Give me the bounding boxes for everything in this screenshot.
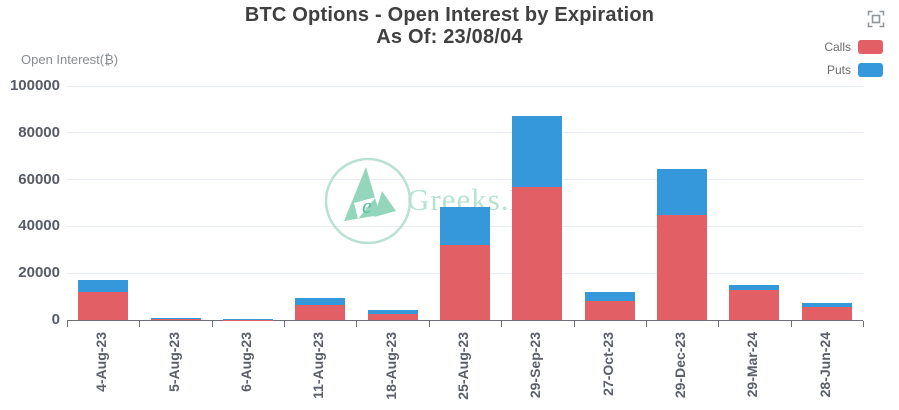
x-axis-tick <box>790 321 792 327</box>
x-tick-label: 29-Sep-23 <box>527 332 544 399</box>
x-axis-tick <box>863 321 864 327</box>
bar-puts-18-Aug-23[interactable] <box>367 310 418 315</box>
bar-puts-29-Sep-23[interactable] <box>512 116 563 187</box>
bar-puts-11-Aug-23[interactable] <box>295 298 346 305</box>
bar-calls-4-Aug-23[interactable] <box>78 291 129 320</box>
x-axis-tick <box>645 321 647 327</box>
x-tick-label: 18-Aug-23 <box>382 332 399 400</box>
x-axis-tick <box>573 321 575 327</box>
y-axis-title: Open Interest(₿) <box>21 52 119 67</box>
bar-calls-11-Aug-23[interactable] <box>295 304 346 320</box>
bar-puts-29-Mar-24[interactable] <box>729 285 780 291</box>
y-tick-label: 40000 <box>18 217 60 235</box>
gridline <box>67 85 863 87</box>
gridline <box>67 179 863 181</box>
x-tick-label: 29-Mar-24 <box>744 332 761 398</box>
x-tick-label: 27-Oct-23 <box>599 332 616 396</box>
bar-puts-25-Aug-23[interactable] <box>440 206 490 246</box>
x-axis-tick <box>428 321 430 327</box>
x-axis-tick <box>139 321 141 327</box>
x-axis-tick <box>211 321 213 327</box>
legend-item-calls[interactable]: Calls <box>824 40 883 54</box>
x-axis-tick <box>284 321 286 327</box>
x-tick-label: 4-Aug-23 <box>93 332 110 392</box>
bar-calls-25-Aug-23[interactable] <box>440 245 490 320</box>
bar-calls-27-Oct-23[interactable] <box>584 300 635 320</box>
bar-calls-29-Sep-23[interactable] <box>512 186 563 320</box>
bar-calls-29-Mar-24[interactable] <box>729 290 780 320</box>
x-axis-tick <box>356 321 358 327</box>
bar-puts-29-Dec-23[interactable] <box>657 169 708 215</box>
fullscreen-icon[interactable] <box>866 9 886 29</box>
legend-label: Puts <box>826 63 851 77</box>
x-tick-label: 28-Jun-24 <box>816 332 833 398</box>
y-tick-label: 60000 <box>18 170 60 188</box>
legend-swatch-icon <box>858 63 883 77</box>
x-tick-label: 25-Aug-23 <box>455 332 471 400</box>
x-tick-label: 5-Aug-23 <box>165 332 182 392</box>
bar-puts-28-Jun-24[interactable] <box>801 303 852 307</box>
legend: Calls Puts <box>824 40 883 77</box>
plot-area <box>67 85 863 321</box>
x-axis-labels: 4-Aug-23 5-Aug-23 6-Aug-23 11-Aug-23 18-Aug-… <box>67 327 863 409</box>
y-tick-label: 0 <box>51 311 60 328</box>
x-tick-label: 11-Aug-23 <box>310 332 327 399</box>
legend-swatch-icon <box>858 40 883 54</box>
y-tick-label: 20000 <box>18 264 60 282</box>
bar-puts-5-Aug-23[interactable] <box>150 318 201 320</box>
chart-title-line2: As Of: 23/08/04 <box>376 26 523 49</box>
legend-item-puts[interactable]: Puts <box>827 63 883 77</box>
bar-calls-28-Jun-24[interactable] <box>801 306 852 320</box>
x-axis-tick <box>67 321 68 327</box>
y-tick-label: 80000 <box>18 123 60 141</box>
bar-calls-5-Aug-23[interactable] <box>150 319 201 320</box>
x-axis-tick <box>501 321 503 327</box>
bar-puts-27-Oct-23[interactable] <box>584 292 635 301</box>
bar-calls-29-Dec-23[interactable] <box>657 214 708 320</box>
x-tick-label: 6-Aug-23 <box>237 332 254 392</box>
y-tick-label: 100000 <box>9 77 60 94</box>
legend-label: Calls <box>824 40 851 54</box>
x-axis-tick <box>718 321 720 327</box>
chart-title-line1: BTC Options - Open Interest by Expiratio… <box>244 4 655 26</box>
x-tick-label: 29-Dec-23 <box>672 332 689 399</box>
bar-calls-18-Aug-23[interactable] <box>367 314 418 320</box>
gridline <box>67 132 863 134</box>
bar-puts-4-Aug-23[interactable] <box>78 280 129 292</box>
chart-title: BTC Options - Open Interest by Expiratio… <box>0 4 899 49</box>
